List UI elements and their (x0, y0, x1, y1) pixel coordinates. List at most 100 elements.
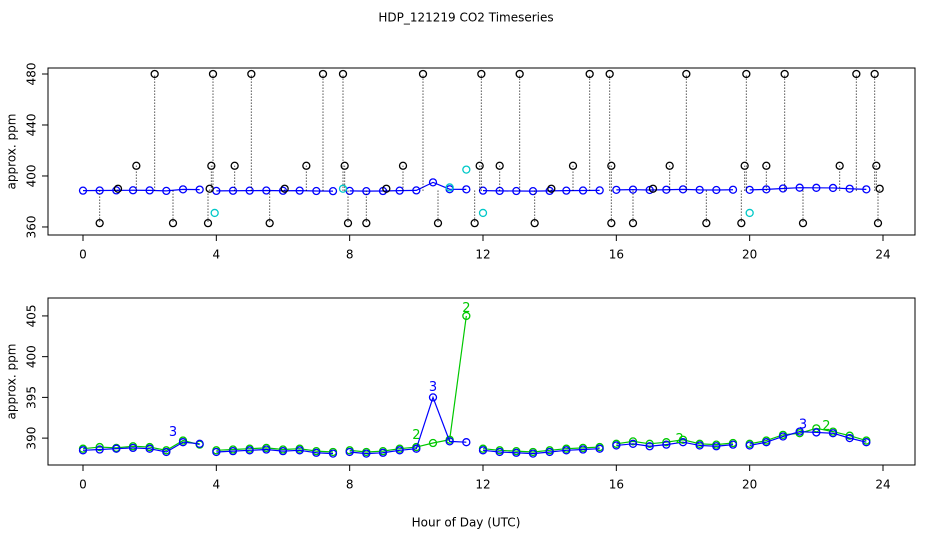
point (328, 449, 338, 458)
y-axis-label: approx. ppm (5, 114, 19, 190)
point (295, 186, 304, 195)
series-line (82, 315, 867, 453)
point (78, 186, 88, 195)
point (428, 438, 438, 448)
point (478, 208, 488, 218)
y-tick-label: 400 (25, 345, 39, 368)
point (195, 185, 204, 194)
point (662, 438, 671, 447)
point (428, 393, 438, 402)
point (338, 184, 348, 193)
point (568, 161, 578, 170)
point (378, 448, 388, 457)
point (113, 184, 123, 193)
point (812, 183, 821, 192)
point (338, 69, 348, 79)
point (762, 161, 771, 170)
point (495, 447, 504, 457)
point (845, 433, 854, 443)
point (362, 449, 371, 458)
x-tick-label: 12 (475, 248, 490, 262)
point (445, 183, 454, 192)
point (578, 186, 588, 195)
point (112, 444, 121, 453)
point (545, 447, 554, 457)
point (795, 183, 804, 192)
annotation: 2 (412, 428, 420, 443)
annotation: 3 (429, 380, 437, 395)
point (645, 442, 654, 451)
point (545, 186, 554, 196)
point (678, 435, 688, 444)
point (648, 184, 658, 193)
point (208, 69, 218, 79)
point (462, 311, 471, 321)
plot-frame (47, 297, 916, 466)
point (845, 431, 854, 440)
point (245, 186, 254, 195)
point (872, 161, 881, 170)
point (128, 443, 138, 453)
point (328, 186, 338, 196)
point (828, 183, 838, 193)
point (742, 69, 751, 79)
point (812, 428, 821, 437)
point (207, 161, 216, 170)
point (245, 446, 254, 455)
x-axis-label: Hour of Day (UTC) (412, 516, 521, 530)
point (852, 69, 861, 79)
point (265, 218, 274, 228)
x-tick-label: 20 (742, 478, 757, 492)
point (145, 444, 154, 453)
point (495, 161, 504, 170)
point (798, 218, 808, 228)
point (712, 442, 721, 451)
annotation: 2 (462, 301, 470, 316)
point (95, 442, 104, 452)
point (195, 439, 204, 448)
point (607, 218, 616, 228)
point (780, 69, 789, 79)
x-tick-label: 24 (875, 248, 890, 262)
point (418, 69, 428, 79)
point (478, 446, 488, 455)
x-tick-label: 16 (609, 478, 624, 492)
x-tick-label: 20 (742, 248, 757, 262)
point (645, 439, 654, 448)
point (678, 185, 688, 194)
point (178, 438, 188, 447)
y-axis-label: approx. ppm (5, 344, 19, 420)
y-tick-label: 480 (25, 63, 39, 86)
point (595, 186, 604, 195)
point (665, 161, 674, 170)
point (112, 186, 121, 195)
point (212, 447, 221, 457)
x-tick-label: 24 (875, 478, 890, 492)
annotation: 2 (676, 432, 684, 447)
point (433, 218, 443, 228)
point (628, 437, 638, 446)
point (395, 446, 404, 455)
x-tick-label: 0 (79, 478, 87, 492)
point (150, 69, 159, 79)
y-tick-label: 390 (25, 427, 39, 450)
point (547, 184, 556, 193)
point (528, 186, 538, 196)
point (712, 185, 721, 195)
point (682, 69, 691, 79)
point (875, 184, 884, 193)
point (278, 447, 288, 456)
point (132, 161, 141, 170)
y-tick-label: 405 (25, 304, 39, 327)
point (230, 161, 239, 170)
point (262, 186, 271, 195)
point (528, 449, 538, 458)
point (728, 185, 738, 194)
point (745, 208, 754, 218)
x-tick-label: 4 (213, 478, 221, 492)
point (828, 429, 838, 438)
point (530, 218, 539, 228)
point (862, 185, 871, 194)
point (280, 184, 289, 193)
